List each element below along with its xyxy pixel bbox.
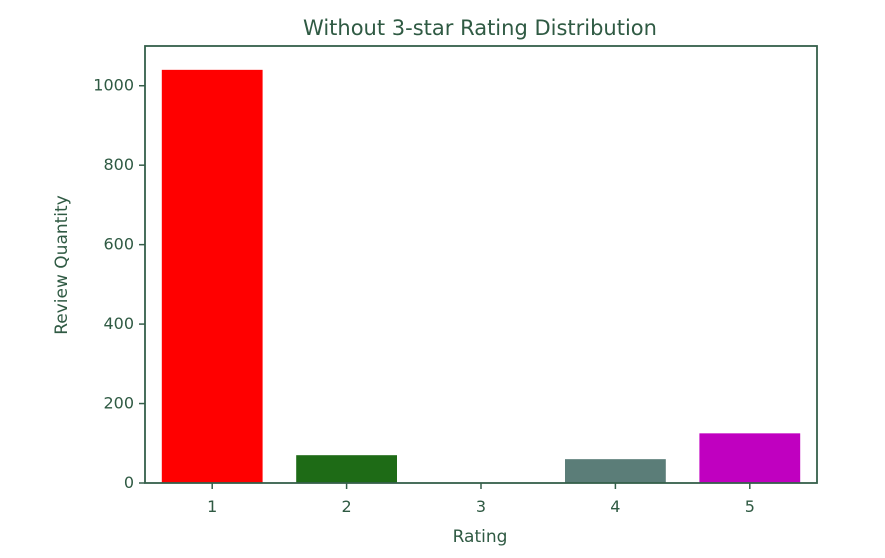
y-tick-label: 200 xyxy=(103,394,134,413)
y-tick-label: 0 xyxy=(124,473,134,492)
y-tick-label: 1000 xyxy=(93,76,134,95)
x-tick-label: 2 xyxy=(342,497,352,516)
bar-rating-5 xyxy=(699,433,801,483)
bars-layer xyxy=(161,69,801,483)
bar-rating-1 xyxy=(161,69,263,483)
x-tick-label: 1 xyxy=(207,497,217,516)
chart-title: Without 3-star Rating Distribution xyxy=(303,16,657,40)
y-axis-label: Review Quantity xyxy=(52,195,72,335)
bar-rating-2 xyxy=(296,455,397,483)
bar-rating-4 xyxy=(565,459,666,483)
x-axis-label: Rating xyxy=(453,527,508,547)
x-tick-label: 5 xyxy=(745,497,755,516)
y-tick-label: 800 xyxy=(103,155,134,174)
ticks-layer: 1 2 3 4 5 0 200 400 600 800 1000 xyxy=(93,76,755,516)
plot-frame xyxy=(144,45,818,484)
x-tick-label: 4 xyxy=(610,497,620,516)
y-tick-label: 400 xyxy=(103,314,134,333)
x-tick-label: 3 xyxy=(476,497,486,516)
y-tick-label: 600 xyxy=(103,235,134,254)
